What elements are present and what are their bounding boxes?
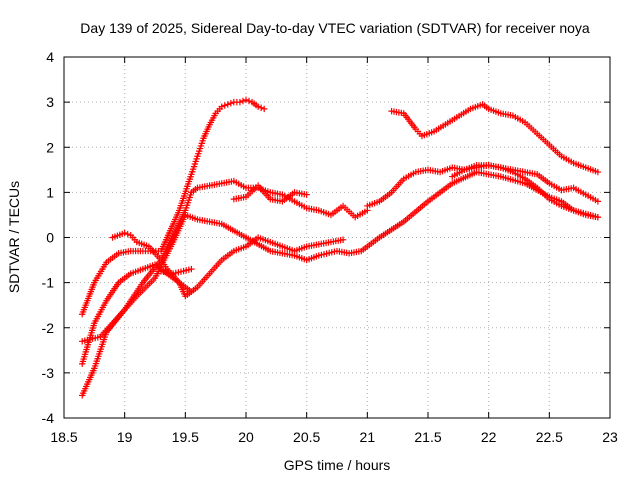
- x-tick-label: 21.5: [414, 429, 441, 445]
- data-point: [594, 198, 602, 205]
- series-satellite-arc-j: [449, 162, 602, 221]
- y-axis-label: SDTVAR / TECUs: [6, 181, 22, 293]
- series-satellite-arc-i: [388, 101, 602, 176]
- x-axis-label: GPS time / hours: [284, 457, 391, 473]
- y-tick-label: 3: [46, 94, 54, 110]
- y-tick-label: 2: [46, 139, 54, 155]
- y-tick-label: -2: [42, 320, 55, 336]
- data-point: [188, 265, 195, 273]
- y-tick-label: -1: [42, 275, 55, 291]
- y-tick-label: -4: [42, 410, 55, 426]
- y-tick-label: 4: [46, 49, 54, 65]
- plot-frame: [63, 56, 611, 419]
- x-tick-label: 19: [117, 429, 133, 445]
- series-satellite-arc-g: [230, 182, 310, 205]
- data-marker: [227, 100, 235, 107]
- x-tick-label: 19.5: [172, 429, 199, 445]
- x-tick-label: 20: [238, 429, 254, 445]
- x-tick-label: 18.5: [50, 429, 77, 445]
- data-marker: [239, 97, 247, 105]
- y-tick-label: -3: [42, 365, 55, 381]
- y-tick-label: 0: [46, 230, 54, 246]
- data-point: [303, 191, 310, 198]
- data-marker: [245, 97, 253, 105]
- data-point: [242, 96, 250, 104]
- x-tick-label: 22: [481, 429, 497, 445]
- data-marker: [257, 104, 265, 111]
- data-point: [254, 103, 262, 110]
- data-point: [218, 103, 225, 110]
- data-marker: [124, 230, 131, 238]
- grid-layer: [64, 57, 610, 418]
- data-point: [339, 236, 347, 243]
- data-point: [224, 101, 231, 108]
- chart-title: Day 139 of 2025, Sidereal Day-to-day VTE…: [80, 20, 590, 36]
- x-tick-label: 21: [360, 429, 376, 445]
- x-tick-label: 23: [602, 429, 618, 445]
- data-point: [594, 213, 602, 221]
- axes-layer: 18.5 19 19.5 20 20.5 21 21.5 22 22.5 23-4-3-2-101…: [42, 49, 618, 445]
- series-satellite-arc-a: [79, 96, 268, 318]
- data-point: [236, 98, 244, 106]
- data-point: [121, 229, 128, 237]
- series-satellite-arc-e: [109, 229, 347, 300]
- series-layer: [79, 96, 602, 399]
- x-tick-label: 22.5: [536, 429, 563, 445]
- data-marker: [221, 102, 228, 109]
- y-tick-label: 1: [46, 184, 54, 200]
- x-tick-label: 20.5: [293, 429, 320, 445]
- series-satellite-arc-f: [157, 265, 195, 277]
- data-point: [594, 168, 602, 176]
- data-point: [261, 105, 268, 113]
